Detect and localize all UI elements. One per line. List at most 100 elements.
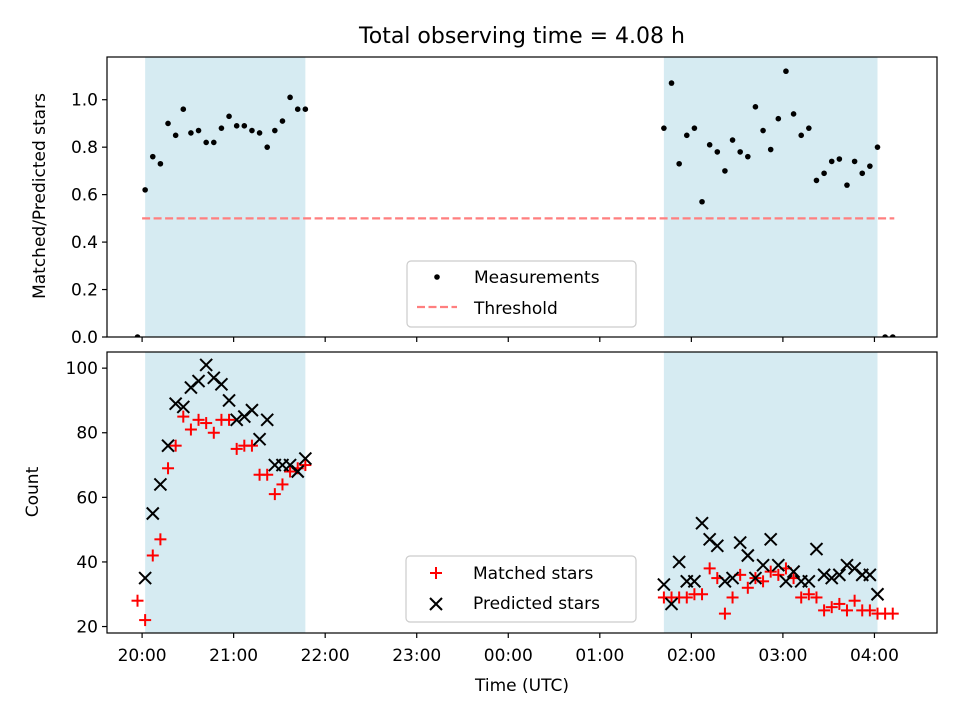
top-measurements-point-15 — [241, 123, 248, 129]
bottom-predicted-stars-point-11 — [214, 377, 229, 392]
bottom-ytick-label: 60 — [76, 488, 98, 508]
top-measurements-point-27 — [683, 132, 690, 139]
bottom-matched-stars-point-20 — [276, 478, 289, 491]
bottom-predicted-stars-point-24 — [664, 597, 679, 611]
top-measurements-point-51 — [867, 163, 873, 169]
bottom-matched-stars-point-39 — [772, 568, 785, 581]
bottom-matched-stars-point-46 — [825, 601, 838, 614]
bottom-matched-stars-point-4 — [154, 533, 167, 546]
legend-measurements-marker — [434, 274, 440, 280]
top-measurements-point-23 — [302, 106, 309, 113]
top-measurements-point-5 — [165, 120, 171, 127]
top-measurements-point-43 — [806, 125, 812, 131]
bottom-matched-stars-point-47 — [833, 597, 846, 610]
bottom-xtick-label: 22:00 — [301, 646, 350, 666]
bottom-predicted-stars-point-36 — [756, 558, 770, 572]
top-measurements-point-1 — [134, 334, 141, 337]
bottom-matched-stars-point-42 — [795, 591, 808, 604]
top-measurements-point-28 — [691, 125, 698, 131]
top-y-axis-label: Matched/Predicted stars — [30, 93, 50, 299]
top-ytick-label: 0.0 — [71, 328, 98, 348]
top-ytick-label: 0.2 — [71, 281, 98, 301]
legend-threshold-label: Threshold — [473, 299, 558, 319]
chart-title: Total observing time = 4.08 h — [358, 24, 685, 49]
top-measurements-point-53 — [882, 334, 888, 337]
bottom-predicted-stars-point-15 — [245, 403, 259, 417]
bottom-legend-box — [405, 555, 637, 623]
bottom-legend: Matched stars Predicted stars — [405, 555, 637, 623]
bottom-ytick-label: 40 — [76, 553, 98, 573]
bottom-matched-stars-point-23 — [299, 459, 312, 472]
top-observing-window-2 — [663, 57, 878, 337]
bottom-predicted-stars-point-43 — [809, 542, 824, 556]
top-measurements-point-36 — [752, 104, 759, 110]
bottom-xtick-label: 02:00 — [667, 646, 716, 666]
top-measurements-point-32 — [722, 168, 728, 174]
bottom-predicted-stars-point-37 — [763, 532, 778, 547]
bottom-axes: 20 40 60 80 100 20:00 21:00 22:00 23:00 00:00 01:0… — [66, 351, 938, 666]
bottom-predicted-stars-point-13 — [229, 413, 244, 427]
bottom-matched-stars-point-6 — [169, 439, 182, 452]
top-measurements-point-45 — [821, 170, 827, 177]
top-measurements-point-33 — [729, 137, 736, 143]
legend-predicted-marker — [429, 597, 443, 611]
top-measurements-point-46 — [828, 158, 835, 165]
bottom-axes-frame — [106, 351, 938, 634]
top-measurements-point-2 — [142, 187, 148, 193]
top-measurements-point-19 — [272, 127, 278, 134]
top-measurements-point-6 — [172, 132, 179, 139]
bottom-xtick-label: 21:00 — [209, 646, 258, 666]
top-measurements-point-8 — [188, 130, 194, 136]
top-measurements-point-37 — [760, 127, 766, 134]
bottom-predicted-stars-point-38 — [771, 558, 786, 572]
top-measurements-point-24 — [661, 125, 667, 131]
bottom-predicted-stars-point-47 — [840, 558, 854, 572]
top-axes: 0.0 0.2 0.4 0.6 0.8 1.0 — [71, 56, 938, 348]
bottom-predicted-stars-point-44 — [817, 568, 831, 582]
bottom-predicted-stars-point-45 — [825, 571, 839, 585]
bottom-predicted-stars-point-50 — [863, 568, 877, 582]
bottom-predicted-stars-point-16 — [252, 432, 267, 446]
bottom-predicted-stars-point-25 — [672, 555, 686, 569]
bottom-predicted-stars-point-2 — [146, 506, 160, 521]
top-measurements-point-31 — [714, 149, 721, 155]
bottom-xtick-label: 04:00 — [850, 646, 899, 666]
bottom-matched-stars-point-44 — [810, 591, 823, 604]
bottom-matched-stars-point-10 — [200, 417, 213, 430]
bottom-matched-stars-point-14 — [230, 442, 243, 455]
bottom-matched-stars-point-43 — [802, 588, 815, 601]
bottom-predicted-stars-point-30 — [710, 539, 725, 553]
top-axes-frame — [106, 56, 938, 338]
legend-matched-label: Matched stars — [473, 564, 593, 584]
bottom-predicted-stars-point-1 — [138, 571, 152, 585]
bottom-matched-stars-point-3 — [146, 549, 159, 562]
bottom-matched-stars-point-27 — [680, 591, 693, 604]
bottom-predicted-stars-point-6 — [176, 400, 190, 414]
bottom-predicted-stars-point-21 — [291, 464, 305, 479]
top-measurements-point-47 — [836, 156, 843, 162]
bottom-predicted-stars-point-8 — [191, 374, 206, 388]
bottom-predicted-stars-point-32 — [725, 571, 740, 585]
top-measurements-point-34 — [737, 149, 743, 155]
bottom-matched-stars-point-11 — [207, 426, 220, 439]
bottom-matched-stars-point-54 — [886, 607, 899, 620]
bottom-matched-stars-point-13 — [223, 413, 236, 426]
top-measurements-point-50 — [859, 170, 866, 177]
bottom-predicted-stars-point-33 — [733, 535, 747, 550]
top-measurements-point-49 — [851, 158, 858, 165]
top-legend-box — [406, 260, 637, 328]
bottom-xtick-label: 20:00 — [118, 646, 167, 666]
bottom-matched-stars-point-18 — [261, 468, 274, 481]
bottom-ytick-label: 20 — [76, 618, 98, 638]
bottom-predicted-stars-point-9 — [199, 358, 213, 372]
top-measurements-point-29 — [699, 198, 705, 205]
bottom-matched-stars-point-29 — [696, 588, 709, 601]
bottom-matched-stars-point-48 — [840, 604, 853, 617]
top-measurements-point-52 — [874, 144, 881, 150]
bottom-xtick-label: 03:00 — [758, 646, 807, 666]
top-ytick-label: 0.6 — [71, 186, 98, 206]
top-measurements-point-16 — [249, 127, 255, 134]
bottom-predicted-stars-point-31 — [718, 574, 732, 589]
bottom-predicted-stars-point-17 — [260, 413, 274, 427]
